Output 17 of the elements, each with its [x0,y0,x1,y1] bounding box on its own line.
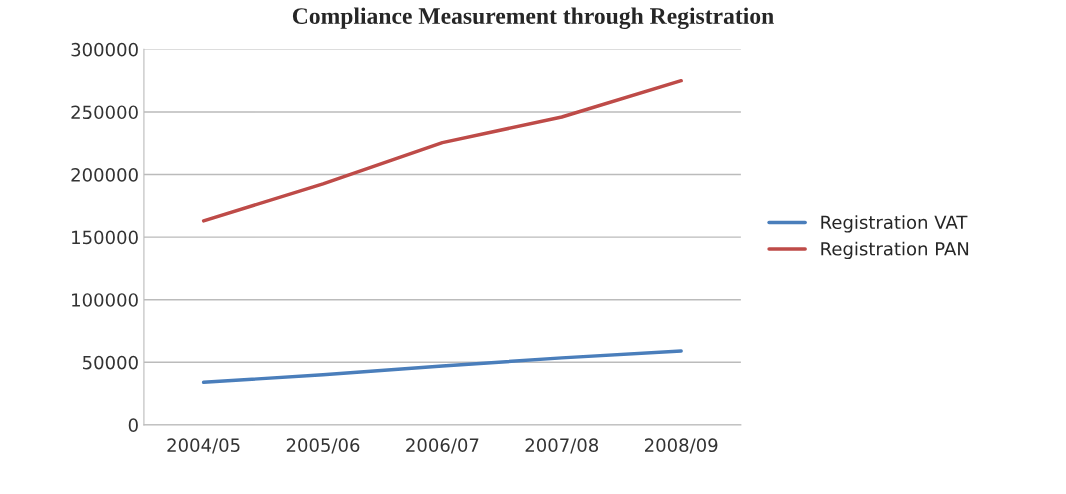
x-tick-label: 2006/07 [406,438,479,454]
y-tick-label: 300000 [71,42,138,57]
chart-title: Compliance Measurement through Registration [292,7,774,30]
y-tick-label: 100000 [72,293,138,307]
line-series [201,349,683,385]
x-tick-label: 2007/08 [525,438,599,454]
legend-label: Registration PAN [821,241,969,260]
y-tick-label: 150000 [72,230,138,245]
y-tick-label: 200000 [71,168,138,182]
y-tick-label: 0 [128,418,138,432]
y-tick-label: 50000 [83,355,138,370]
x-tick-label: 2004/05 [167,438,240,454]
legend-label: Registration VAT [821,215,968,233]
line-series [201,78,683,223]
x-tick-label: 2008/09 [644,438,718,454]
y-tick-label: 250000 [71,105,138,120]
x-tick-label: 2005/06 [286,438,360,454]
